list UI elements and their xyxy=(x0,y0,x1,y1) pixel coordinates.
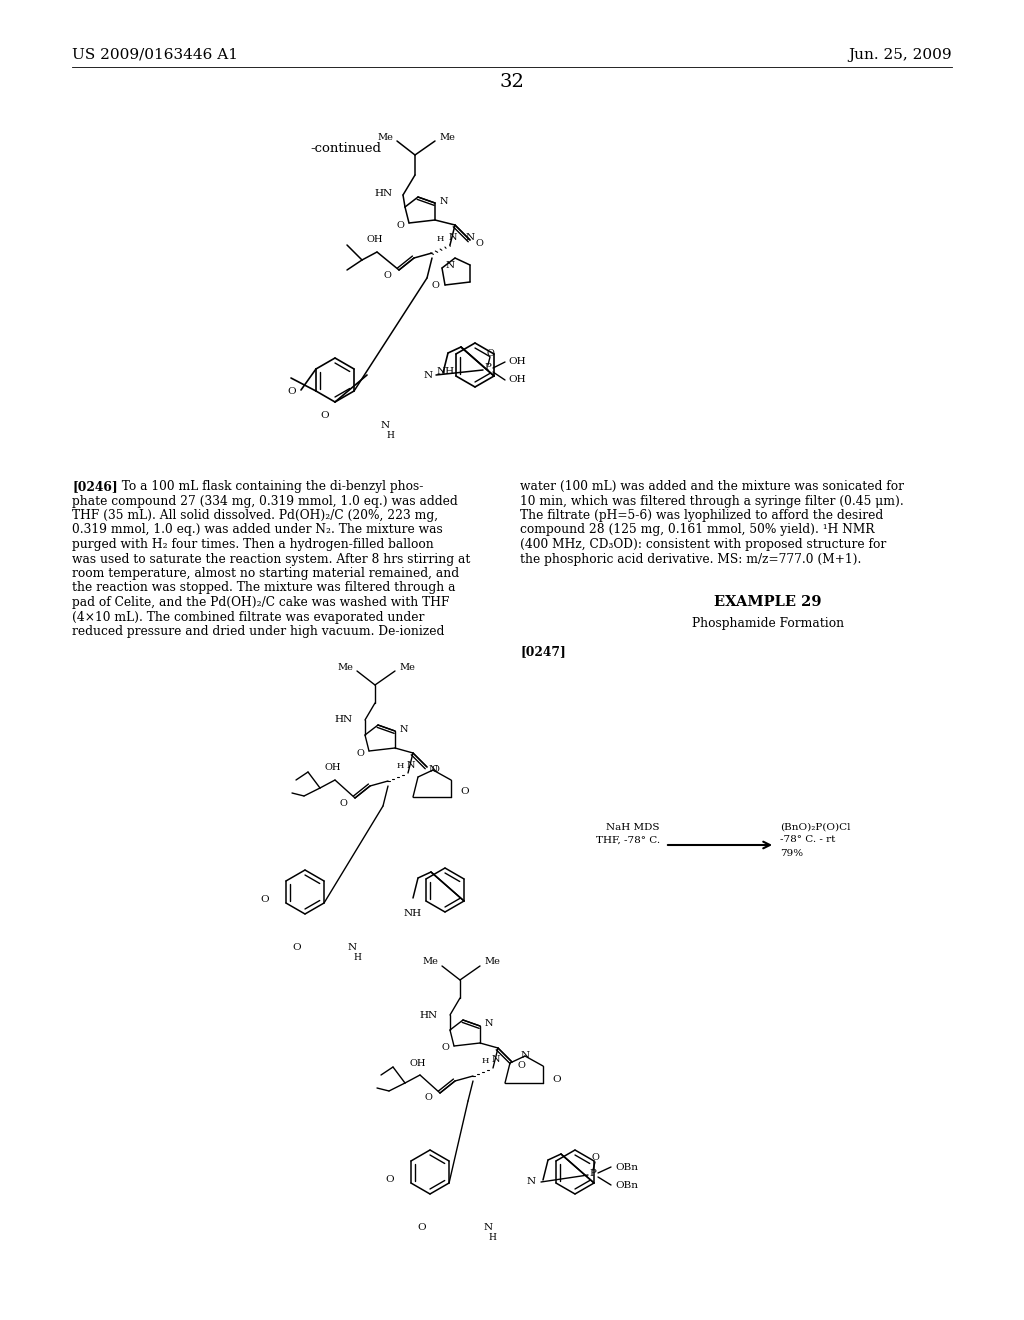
Text: The filtrate (pH=5-6) was lyophilized to afford the desired: The filtrate (pH=5-6) was lyophilized to… xyxy=(520,510,884,521)
Text: O: O xyxy=(293,944,301,953)
Text: OBn: OBn xyxy=(615,1163,638,1172)
Text: [0247]: [0247] xyxy=(520,645,565,657)
Text: O: O xyxy=(424,1093,432,1102)
Text: OH: OH xyxy=(508,375,525,384)
Text: H: H xyxy=(436,235,443,243)
Text: H: H xyxy=(386,430,394,440)
Text: Me: Me xyxy=(439,132,455,141)
Text: phate compound 27 (334 mg, 0.319 mmol, 1.0 eq.) was added: phate compound 27 (334 mg, 0.319 mmol, 1… xyxy=(72,495,458,507)
Text: N: N xyxy=(400,725,409,734)
Text: 79%: 79% xyxy=(780,849,803,858)
Text: O: O xyxy=(385,1176,394,1184)
Text: (400 MHz, CD₃OD): consistent with proposed structure for: (400 MHz, CD₃OD): consistent with propos… xyxy=(520,539,886,550)
Text: O: O xyxy=(461,788,469,796)
Text: O: O xyxy=(475,239,483,248)
Text: NH: NH xyxy=(437,367,455,375)
Text: Me: Me xyxy=(484,957,500,966)
Text: reduced pressure and dried under high vacuum. De-ionized: reduced pressure and dried under high va… xyxy=(72,624,444,638)
Text: N: N xyxy=(445,260,455,269)
Text: compound 28 (125 mg, 0.161 mmol, 50% yield). ¹H NMR: compound 28 (125 mg, 0.161 mmol, 50% yie… xyxy=(520,524,874,536)
Text: OBn: OBn xyxy=(615,1180,638,1189)
Text: O: O xyxy=(396,220,404,230)
Text: H: H xyxy=(353,953,360,962)
Text: N: N xyxy=(520,1052,529,1060)
Text: Me: Me xyxy=(377,132,393,141)
Text: pad of Celite, and the Pd(OH)₂/C cake was washed with THF: pad of Celite, and the Pd(OH)₂/C cake wa… xyxy=(72,597,450,609)
Text: O: O xyxy=(441,1044,449,1052)
Text: Phosphamide Formation: Phosphamide Formation xyxy=(692,616,844,630)
Text: the phosphoric acid derivative. MS: m/z=777.0 (M+1).: the phosphoric acid derivative. MS: m/z=… xyxy=(520,553,861,565)
Text: N: N xyxy=(347,944,356,953)
Text: purged with H₂ four times. Then a hydrogen-filled balloon: purged with H₂ four times. Then a hydrog… xyxy=(72,539,434,550)
Text: N: N xyxy=(381,421,389,429)
Text: Me: Me xyxy=(422,957,438,966)
Text: To a 100 mL flask containing the di-benzyl phos-: To a 100 mL flask containing the di-benz… xyxy=(114,480,423,492)
Text: -78° C. - rt: -78° C. - rt xyxy=(780,836,836,845)
Text: [0246]: [0246] xyxy=(72,480,118,492)
Text: H: H xyxy=(488,1233,496,1242)
Text: P: P xyxy=(590,1168,596,1177)
Text: O: O xyxy=(383,271,391,280)
Text: US 2009/0163446 A1: US 2009/0163446 A1 xyxy=(72,48,238,62)
Text: H: H xyxy=(481,1057,488,1065)
Text: O: O xyxy=(517,1060,525,1069)
Text: N: N xyxy=(527,1177,536,1187)
Text: H: H xyxy=(396,762,403,770)
Text: N: N xyxy=(483,1224,493,1233)
Text: room temperature, almost no starting material remained, and: room temperature, almost no starting mat… xyxy=(72,568,459,579)
Text: THF, -78° C.: THF, -78° C. xyxy=(596,836,660,845)
Text: -continued: -continued xyxy=(310,143,381,154)
Text: P: P xyxy=(484,363,492,372)
Text: O: O xyxy=(288,388,296,396)
Text: THF (35 mL). All solid dissolved. Pd(OH)₂/C (20%, 223 mg,: THF (35 mL). All solid dissolved. Pd(OH)… xyxy=(72,510,438,521)
Text: Jun. 25, 2009: Jun. 25, 2009 xyxy=(848,48,952,62)
Text: O: O xyxy=(356,748,364,758)
Text: O: O xyxy=(418,1224,426,1233)
Text: N: N xyxy=(407,760,416,770)
Text: N: N xyxy=(449,232,458,242)
Text: N: N xyxy=(492,1056,501,1064)
Text: O: O xyxy=(591,1154,599,1163)
Text: (BnO)₂P(O)Cl: (BnO)₂P(O)Cl xyxy=(780,822,851,832)
Text: NaH MDS: NaH MDS xyxy=(606,822,660,832)
Text: O: O xyxy=(339,799,347,808)
Text: OH: OH xyxy=(367,235,383,244)
Text: (4×10 mL). The combined filtrate was evaporated under: (4×10 mL). The combined filtrate was eva… xyxy=(72,610,424,623)
Text: O: O xyxy=(260,895,269,904)
Text: O: O xyxy=(321,411,330,420)
Text: N: N xyxy=(424,371,433,380)
Text: HN: HN xyxy=(420,1011,438,1019)
Text: O: O xyxy=(431,281,439,289)
Text: 10 min, which was filtered through a syringe filter (0.45 μm).: 10 min, which was filtered through a syr… xyxy=(520,495,904,507)
Text: N: N xyxy=(428,766,437,775)
Text: OH: OH xyxy=(508,358,525,367)
Text: water (100 mL) was added and the mixture was sonicated for: water (100 mL) was added and the mixture… xyxy=(520,480,904,492)
Text: Me: Me xyxy=(399,663,415,672)
Text: O: O xyxy=(553,1076,561,1085)
Text: the reaction was stopped. The mixture was filtered through a: the reaction was stopped. The mixture wa… xyxy=(72,582,456,594)
Text: O: O xyxy=(432,766,440,775)
Text: OH: OH xyxy=(410,1059,426,1068)
Text: HN: HN xyxy=(375,189,393,198)
Text: N: N xyxy=(466,234,474,243)
Text: O: O xyxy=(486,348,494,358)
Text: HN: HN xyxy=(335,715,353,725)
Text: NH: NH xyxy=(403,908,422,917)
Text: Me: Me xyxy=(337,663,353,672)
Text: was used to saturate the reaction system. After 8 hrs stirring at: was used to saturate the reaction system… xyxy=(72,553,470,565)
Text: 0.319 mmol, 1.0 eq.) was added under N₂. The mixture was: 0.319 mmol, 1.0 eq.) was added under N₂.… xyxy=(72,524,442,536)
Text: 32: 32 xyxy=(500,73,524,91)
Text: EXAMPLE 29: EXAMPLE 29 xyxy=(715,595,821,609)
Text: N: N xyxy=(440,197,449,206)
Text: OH: OH xyxy=(325,763,341,772)
Text: N: N xyxy=(485,1019,494,1028)
